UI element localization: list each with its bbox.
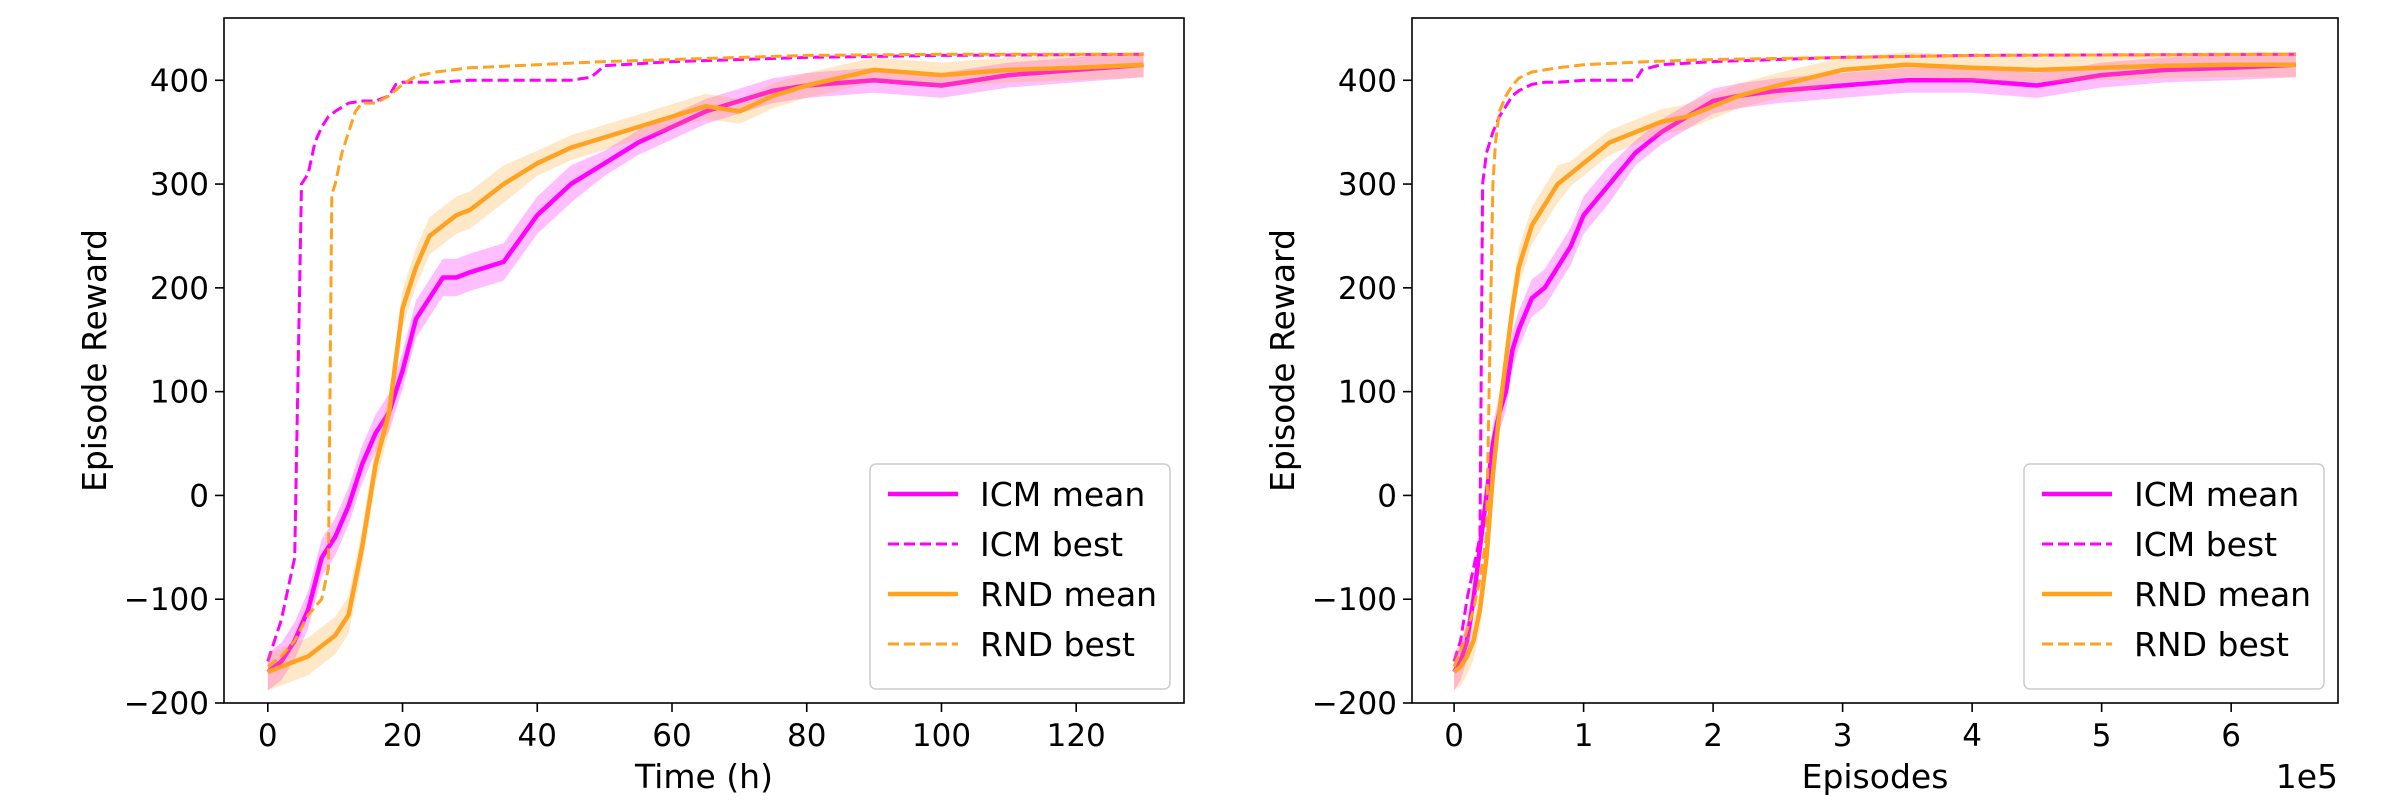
x-axis-label: Time (h) (634, 757, 773, 796)
legend: ICM mean ICM best RND mean RND best (2023, 463, 2325, 690)
series-band-2 (267, 52, 1144, 691)
y-tick-label: 100 (150, 375, 209, 411)
legend-label-1: ICM best (980, 525, 1123, 564)
x-tick-label: 80 (787, 718, 826, 754)
x-offset-text: 1e5 (2276, 757, 2338, 796)
series-line-rnd-best (266, 52, 1144, 668)
x-tick-label: 60 (652, 718, 691, 754)
chart-panel-episodes: 0 1 2 3 4 5 6 −200 −100 0 100 200 300 400 Episodes Epis… (1263, 17, 2339, 796)
series-line-rnd-best (1452, 52, 2296, 668)
legend-label-3: RND best (980, 625, 1135, 664)
chart-panel-time: 0 20 40 60 80 100 120 −200 −100 0 100 200 300 400 Time… (75, 17, 1185, 796)
legend-label-2: RND mean (2134, 575, 2311, 614)
legend-label-1: ICM best (2134, 525, 2277, 564)
legend-box (869, 463, 1171, 690)
plot-frame (223, 17, 1185, 704)
x-tick-label: 6 (2221, 718, 2241, 754)
x-tick-label: 20 (383, 718, 422, 754)
legend: ICM mean ICM best RND mean RND best (869, 463, 1171, 690)
legend-label-2: RND mean (980, 575, 1157, 614)
y-tick-label: 0 (1377, 478, 1397, 514)
y-tick-label: 0 (189, 478, 209, 514)
y-tick-label: 400 (1338, 63, 1397, 99)
x-tick-label: 5 (2092, 718, 2112, 754)
x-tick-label: 2 (1703, 718, 1723, 754)
legend-label-0: ICM mean (2134, 475, 2299, 514)
y-tick-label: 200 (150, 271, 209, 307)
y-tick-label: −100 (124, 582, 209, 618)
y-tick-label: 300 (1338, 167, 1397, 203)
series-line-rnd-mean (1452, 62, 2296, 674)
y-tick-label: 400 (150, 63, 209, 99)
x-axis-label: Episodes (1802, 757, 1949, 796)
x-tick-label: 3 (1833, 718, 1853, 754)
series-line-rnd-mean (266, 62, 1144, 674)
y-tick-label: 100 (1338, 375, 1397, 411)
series-line-icm-mean (1452, 62, 2297, 674)
y-tick-label: −200 (124, 686, 209, 722)
plot-frame (1411, 17, 2339, 704)
y-tick-label: 200 (1338, 271, 1397, 307)
plot-area (266, 52, 1144, 691)
legend-box (2023, 463, 2325, 690)
y-axis-label: Episode Reward (1263, 229, 1302, 492)
x-tick-label: 1 (1574, 718, 1594, 754)
series-line-icm-best (1452, 52, 2296, 662)
plot-area (1452, 52, 2297, 691)
y-axis-label: Episode Reward (75, 229, 114, 492)
x-tick-label: 100 (912, 718, 971, 754)
x-tick-label: 4 (1962, 718, 1982, 754)
x-tick-label: 40 (518, 718, 557, 754)
x-tick-label: 120 (1047, 718, 1106, 754)
y-tick-label: 300 (150, 167, 209, 203)
legend-label-0: ICM mean (980, 475, 1145, 514)
x-tick-label: 0 (1444, 718, 1464, 754)
y-tick-label: −200 (1312, 686, 1397, 722)
legend-label-3: RND best (2134, 625, 2289, 664)
x-tick-label: 0 (258, 718, 278, 754)
y-tick-label: −100 (1312, 582, 1397, 618)
